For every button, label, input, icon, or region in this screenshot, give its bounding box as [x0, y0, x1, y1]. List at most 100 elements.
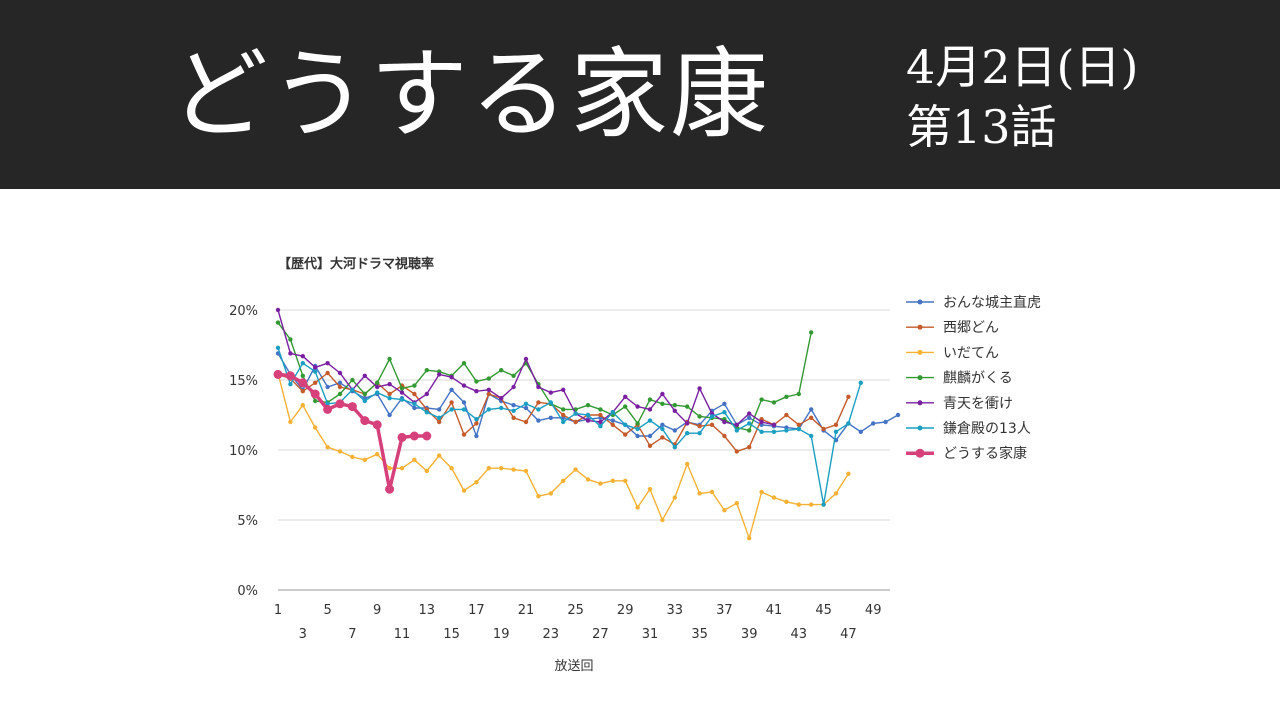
data-point: [300, 389, 305, 394]
data-point: [747, 428, 752, 433]
data-point: [275, 345, 281, 350]
data-point: [449, 466, 454, 471]
data-point: [598, 419, 603, 425]
data-point: [846, 421, 851, 426]
data-point: [375, 390, 380, 395]
y-tick-label: 20%: [229, 304, 258, 319]
data-point: [461, 400, 467, 405]
data-point: [536, 418, 541, 423]
data-point: [474, 433, 479, 439]
broadcast-date: 4月2日(日): [906, 40, 1139, 94]
data-point: [360, 416, 370, 426]
x-tick-label: 39: [741, 627, 758, 642]
data-point: [486, 466, 491, 471]
x-tick-label: 23: [543, 627, 560, 642]
data-point: [759, 429, 764, 434]
y-tick-label: 5%: [237, 514, 258, 529]
legend-marker-dot: [917, 349, 923, 355]
data-point: [722, 410, 727, 415]
data-point: [784, 499, 789, 504]
data-point: [784, 412, 789, 418]
data-point: [412, 457, 417, 462]
x-tick-label: 15: [443, 627, 460, 642]
x-tick-label: 37: [716, 603, 733, 618]
data-point: [288, 351, 293, 356]
data-point: [523, 405, 529, 411]
data-point: [362, 373, 367, 378]
data-point: [375, 380, 380, 385]
data-point: [548, 491, 553, 496]
data-point: [511, 403, 516, 408]
data-point: [561, 419, 566, 425]
x-tick-label: 47: [840, 627, 857, 642]
data-point: [685, 431, 690, 436]
data-point: [660, 435, 665, 440]
data-point: [697, 414, 702, 419]
data-point: [623, 478, 628, 483]
data-point: [660, 401, 665, 406]
legend-label: 西郷どん: [943, 320, 999, 336]
data-point: [623, 432, 628, 437]
data-point: [809, 407, 814, 412]
x-tick-label: 21: [518, 603, 535, 618]
data-point: [409, 431, 419, 441]
data-point: [273, 369, 283, 379]
data-point: [412, 383, 417, 388]
data-point: [598, 424, 603, 429]
data-point: [387, 412, 392, 418]
data-point: [561, 478, 566, 483]
data-point: [511, 384, 516, 390]
title-banner: どうする家康 4月2日(日) 第13話: [0, 0, 1280, 189]
data-point: [474, 480, 479, 485]
data-point: [449, 387, 454, 392]
data-point: [623, 404, 628, 409]
data-point: [424, 468, 429, 474]
x-tick-label: 3: [299, 627, 307, 642]
data-point: [486, 407, 491, 412]
data-point: [325, 445, 330, 450]
data-point: [461, 407, 467, 412]
data-point: [722, 433, 727, 439]
data-point: [734, 422, 739, 427]
data-point: [647, 418, 653, 423]
data-point: [647, 397, 653, 402]
data-point: [585, 418, 591, 423]
data-point: [536, 494, 541, 499]
data-point: [709, 414, 715, 419]
data-point: [647, 407, 653, 412]
data-point: [796, 391, 801, 397]
data-point: [635, 505, 640, 510]
data-point: [300, 361, 305, 366]
data-point: [387, 356, 392, 362]
data-point: [722, 419, 727, 425]
data-point: [362, 457, 367, 462]
x-tick-label: 1: [274, 603, 282, 618]
data-point: [362, 398, 367, 404]
data-point: [313, 398, 318, 404]
data-point: [759, 489, 764, 495]
data-point: [424, 391, 429, 397]
x-tick-label: 9: [373, 603, 381, 618]
data-point: [399, 397, 405, 402]
data-point: [585, 412, 591, 418]
legend-label: どうする家康: [943, 445, 1027, 462]
legend-label: いだてん: [943, 345, 999, 361]
data-point: [573, 467, 578, 472]
data-point: [833, 429, 839, 434]
data-point: [548, 400, 553, 405]
data-point: [285, 371, 295, 381]
data-point: [337, 391, 343, 397]
data-point: [771, 400, 777, 405]
data-point: [722, 401, 727, 406]
data-point: [585, 477, 591, 482]
data-point: [437, 415, 442, 420]
data-point: [461, 383, 467, 388]
ratings-chart: 【歴代】大河ドラマ視聴率0%5%10%15%20%135791113151719…: [229, 256, 1041, 674]
data-point: [424, 410, 429, 415]
legend-marker-dot: [915, 448, 925, 458]
data-point: [412, 405, 417, 411]
data-point: [846, 394, 851, 399]
data-point: [375, 384, 380, 390]
data-point: [350, 454, 355, 460]
data-point: [809, 502, 814, 507]
